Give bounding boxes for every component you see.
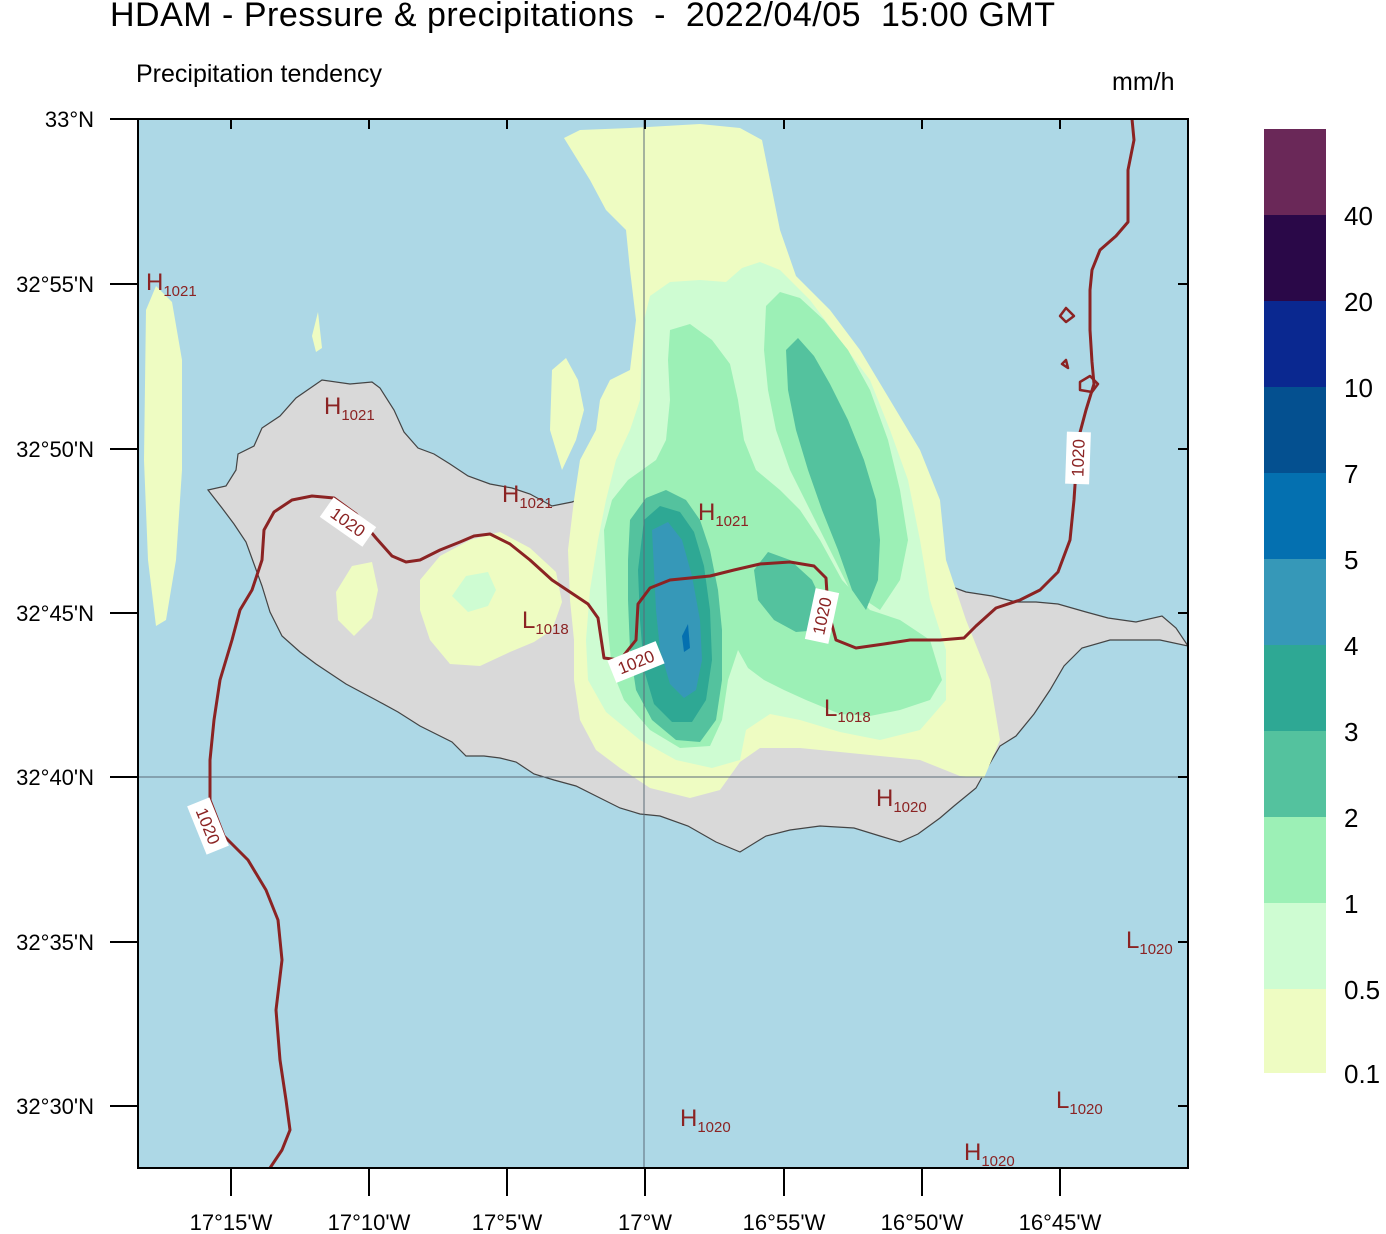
isobar-label-group: 1020 1020 1020 1020 1020	[187, 431, 1091, 855]
legend-swatch-40plus	[1264, 129, 1326, 215]
lat-tick-32-35n: 32°35'N	[16, 930, 94, 955]
legend-swatch-5	[1264, 473, 1326, 559]
latitude-labels: 33°N 32°55'N 32°50'N 32°45'N 32°40'N 32°…	[16, 107, 94, 1119]
pressure-center-11: H1020	[964, 1139, 1015, 1170]
legend-swatch-1	[1264, 817, 1326, 903]
longitude-labels: 17°15'W 17°10'W 17°5'W 17°W 16°55'W 16°5…	[190, 1210, 1102, 1234]
pressure-center-7: H1020	[876, 785, 927, 816]
latitude-axis	[110, 118, 1188, 1107]
pressure-center-10: H1020	[680, 1105, 731, 1136]
lon-tick-16-55w: 16°55'W	[743, 1210, 826, 1234]
precip-band-4	[652, 522, 702, 698]
pressure-center-6: L1018	[824, 695, 871, 726]
legend-label-5: 5	[1344, 545, 1358, 575]
plot-frame	[137, 118, 1189, 1169]
pressure-center-9: L1020	[1056, 1087, 1103, 1118]
map-title: HDAM - Pressure & precipitations - 2022/…	[110, 0, 1056, 34]
lon-tick-17-15w: 17°15'W	[190, 1210, 273, 1234]
lon-tick-17-10w: 17°10'W	[328, 1210, 411, 1234]
units-label: mm/h	[1112, 68, 1175, 96]
legend-label-1: 1	[1344, 889, 1358, 919]
legend-label-0-5: 0.5	[1344, 975, 1380, 1005]
pressure-center-5: L1018	[522, 607, 569, 638]
legend-swatch-0-5	[1264, 903, 1326, 989]
legend-label-40: 40	[1344, 201, 1373, 231]
legend-labels: 40 20 10 7 5 4 3 2 1 0.5 0.1	[1344, 201, 1380, 1089]
lat-tick-32-40n: 32°40'N	[16, 765, 94, 790]
isobar-label-4: 1020	[1065, 431, 1091, 485]
pressure-centers: H1021 H1021 H1021 H1021 L1018 L1018 H102…	[146, 269, 1173, 1170]
legend-label-0-1: 0.1	[1344, 1059, 1380, 1089]
legend-swatch-10	[1264, 301, 1326, 387]
lon-tick-16-50w: 16°50'W	[881, 1210, 964, 1234]
legend-label-10: 10	[1344, 373, 1373, 403]
legend-swatch-0-1	[1264, 989, 1326, 1073]
pressure-center-2: H1021	[324, 393, 375, 424]
svg-text:1020: 1020	[1068, 439, 1088, 477]
pressure-center-1: H1021	[146, 269, 197, 300]
lat-tick-32-30n: 32°30'N	[16, 1094, 94, 1119]
isobar-label-3: 1020	[804, 588, 840, 644]
lat-tick-33n: 33°N	[45, 107, 94, 132]
legend-label-2: 2	[1344, 803, 1358, 833]
legend-swatch-7	[1264, 387, 1326, 473]
lon-tick-17-5w: 17°5'W	[472, 1210, 543, 1234]
lat-tick-32-45n: 32°45'N	[16, 601, 94, 626]
legend-label-3: 3	[1344, 717, 1358, 747]
legend-swatch-2	[1264, 731, 1326, 817]
lon-tick-17w: 17°W	[618, 1210, 672, 1234]
legend-label-7: 7	[1344, 459, 1358, 489]
legend-swatch-20	[1264, 215, 1326, 301]
precip-band-5	[682, 624, 690, 652]
longitude-axis	[230, 119, 1061, 1196]
lon-tick-16-45w: 16°45'W	[1019, 1210, 1102, 1234]
legend-label-20: 20	[1344, 287, 1373, 317]
legend-swatch-3	[1264, 645, 1326, 731]
pressure-center-4: H1021	[698, 499, 749, 530]
lat-tick-32-55n: 32°55'N	[16, 272, 94, 297]
map-subtitle: Precipitation tendency	[136, 60, 382, 88]
pressure-center-8: L1020	[1126, 927, 1173, 958]
pressure-center-3: H1021	[502, 481, 553, 512]
map-plot-area: 1020 1020 1020 1020 1020 H1021 H1021	[138, 119, 1188, 1170]
legend-colorbar	[1264, 129, 1326, 1073]
lat-tick-32-50n: 32°50'N	[16, 437, 94, 462]
legend-label-4: 4	[1344, 631, 1358, 661]
legend-swatch-4	[1264, 559, 1326, 645]
